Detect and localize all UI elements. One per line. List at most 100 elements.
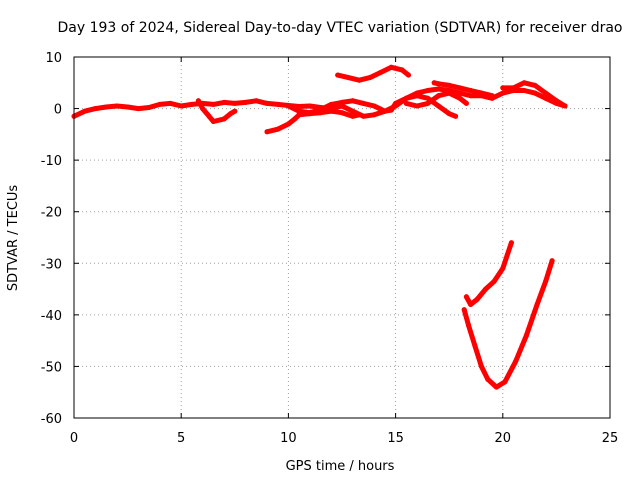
series-track-2 <box>195 98 238 124</box>
data-point <box>253 98 259 104</box>
data-point <box>146 105 152 110</box>
data-point <box>425 88 431 93</box>
data-point <box>468 93 474 99</box>
data-point <box>388 107 394 113</box>
data-point <box>356 77 362 83</box>
data-point <box>135 106 141 112</box>
data-point <box>562 103 568 109</box>
data-point <box>232 100 238 106</box>
data-point <box>457 95 463 101</box>
data-point <box>371 103 377 109</box>
data-point <box>403 100 409 106</box>
data-point <box>521 80 527 86</box>
data-point <box>431 80 437 86</box>
data-point <box>436 103 441 109</box>
data-point <box>292 116 298 122</box>
x-tick-label: 25 <box>602 431 619 446</box>
data-point <box>504 253 510 258</box>
x-tick-label: 5 <box>177 431 185 446</box>
chart-title: Day 193 of 2024, Sidereal Day-to-day VTE… <box>57 20 622 36</box>
y-tick-label: -10 <box>41 154 62 169</box>
data-point <box>403 95 409 101</box>
series-line <box>463 240 514 307</box>
data-point <box>463 100 469 106</box>
data-point <box>485 376 491 382</box>
data-point <box>478 363 484 369</box>
data-point <box>549 258 555 264</box>
data-point <box>307 103 313 109</box>
data-point <box>489 93 495 99</box>
data-point <box>543 90 549 96</box>
data-point <box>328 101 334 107</box>
data-point <box>483 286 489 292</box>
x-tick-label: 15 <box>387 431 404 446</box>
data-point <box>178 103 184 109</box>
data-point <box>457 90 463 96</box>
data-point <box>189 101 195 107</box>
data-point <box>543 278 549 284</box>
data-point <box>532 90 538 96</box>
data-point <box>500 85 506 91</box>
data-point <box>513 358 519 364</box>
data-point <box>468 302 474 307</box>
data-point <box>367 75 373 81</box>
data-series <box>71 64 568 390</box>
data-point <box>275 126 281 132</box>
data-point <box>463 294 469 300</box>
data-point <box>500 90 506 96</box>
data-point <box>393 100 399 106</box>
data-point <box>318 107 324 113</box>
series-track-8 <box>500 80 568 109</box>
data-point <box>328 108 334 114</box>
data-point <box>296 108 302 114</box>
data-point <box>195 98 201 104</box>
y-tick-label: -30 <box>41 257 62 272</box>
data-point <box>339 99 345 105</box>
data-point <box>414 103 420 109</box>
data-point <box>466 322 471 328</box>
data-point <box>125 104 131 110</box>
data-point <box>356 112 362 118</box>
data-point <box>493 384 499 390</box>
data-point <box>221 99 227 105</box>
data-point <box>511 85 516 91</box>
data-point <box>502 379 508 385</box>
data-point <box>414 93 420 99</box>
data-point <box>335 72 341 78</box>
data-point <box>210 101 216 107</box>
axis-ticks: 0 5 10 15 20 25 10 0 -10 -20 -30 -40 -50 -60 <box>41 51 619 446</box>
data-point <box>350 108 356 114</box>
data-point <box>436 86 441 92</box>
data-point <box>243 99 248 105</box>
data-point <box>206 113 212 119</box>
y-axis-label: SDTVAR / TECUs <box>6 185 21 292</box>
data-point <box>453 113 459 119</box>
data-point <box>508 240 514 246</box>
data-point <box>210 119 216 124</box>
data-point <box>360 100 366 106</box>
data-point <box>382 108 388 114</box>
data-point <box>521 88 527 93</box>
data-point <box>523 333 529 338</box>
y-tick-label: -40 <box>41 309 62 324</box>
data-point <box>82 108 88 114</box>
data-point <box>500 265 506 271</box>
data-point <box>553 98 559 104</box>
y-tick-label: -60 <box>41 412 62 427</box>
data-point <box>296 104 302 109</box>
series-track-7 <box>403 90 469 109</box>
series-track-6 <box>431 80 495 99</box>
data-point <box>436 81 441 87</box>
data-point <box>534 302 540 307</box>
data-point <box>388 64 394 70</box>
data-point <box>157 101 163 107</box>
series-track-5 <box>335 64 411 83</box>
data-point <box>472 343 478 349</box>
data-point <box>114 103 120 109</box>
data-point <box>228 111 233 117</box>
data-point <box>491 278 497 284</box>
data-point <box>232 108 238 114</box>
data-point <box>200 106 206 112</box>
data-point <box>457 85 463 91</box>
